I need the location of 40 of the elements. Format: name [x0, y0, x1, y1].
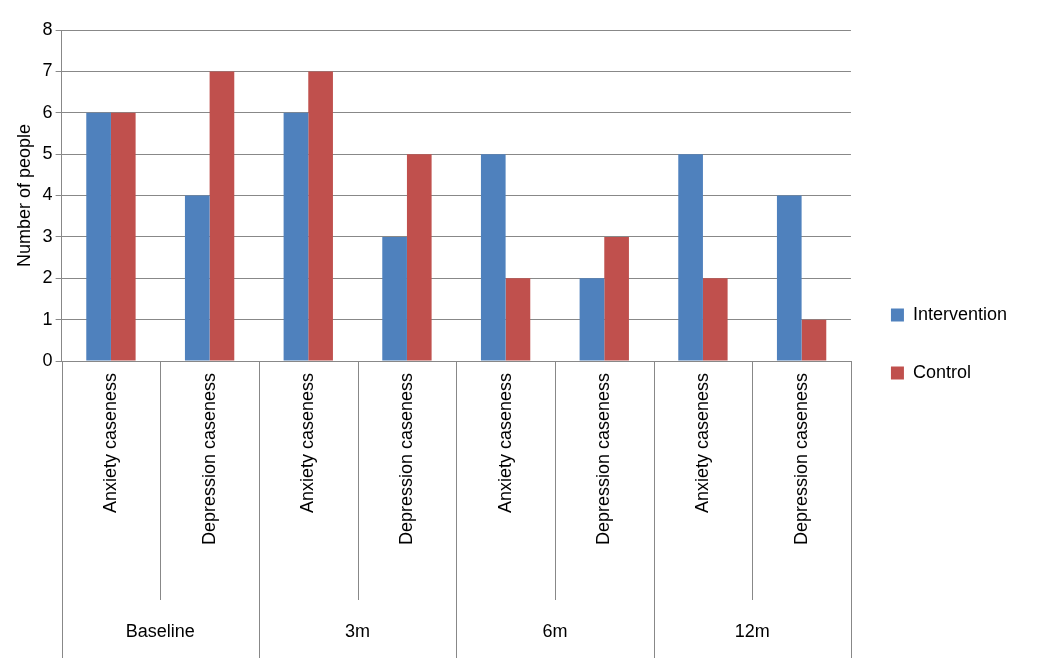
x-tick-label: Depression caseness [395, 373, 416, 546]
y-tick-label: 8 [42, 18, 53, 39]
bar [801, 319, 827, 361]
bar [505, 278, 531, 361]
bar [308, 71, 333, 361]
bar [604, 236, 629, 361]
y-tick-label: 6 [42, 101, 53, 122]
legend-label: Intervention [912, 303, 1007, 324]
text: 3m [345, 620, 371, 641]
x-tick-label: Anxiety caseness [99, 373, 120, 514]
y-tick-label: 0 [42, 349, 53, 370]
bar [283, 112, 309, 361]
bar [678, 154, 703, 361]
text: 12m [734, 620, 770, 641]
bar [110, 112, 136, 361]
text: 6m [542, 620, 568, 641]
x-tick-label: Depression caseness [198, 373, 219, 546]
x-tick-label: Depression caseness [790, 373, 811, 546]
y-tick-label: 3 [42, 225, 53, 246]
x-tick-label: Anxiety caseness [494, 373, 515, 514]
legend-label: Control [912, 361, 971, 382]
bar [209, 71, 235, 361]
bar [776, 195, 802, 361]
bar [702, 278, 728, 361]
bar [579, 278, 605, 361]
x-tick-label: Anxiety caseness [691, 373, 712, 514]
text: Baseline [125, 620, 195, 641]
y-tick-label: 2 [42, 267, 53, 288]
bar [382, 236, 407, 361]
bar [406, 154, 432, 361]
bar [184, 195, 210, 361]
x-tick-label: Depression caseness [593, 373, 614, 546]
y-tick-label: 1 [42, 308, 53, 329]
bar [86, 112, 111, 361]
bar [480, 154, 506, 361]
y-tick-label: 4 [42, 184, 53, 205]
x-tick-label: Anxiety caseness [297, 373, 318, 514]
y-tick-label: 5 [42, 143, 53, 164]
y-axis-title: Number of people [13, 123, 34, 268]
y-tick-label: 7 [42, 60, 53, 81]
